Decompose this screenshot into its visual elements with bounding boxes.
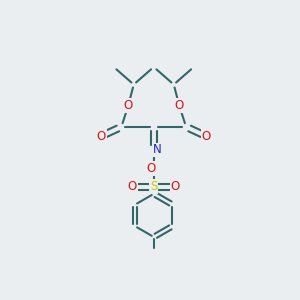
Text: O: O <box>171 180 180 194</box>
Text: S: S <box>150 180 158 194</box>
Text: O: O <box>202 130 211 142</box>
Text: O: O <box>175 99 184 112</box>
Text: O: O <box>124 99 133 112</box>
Text: O: O <box>146 162 155 175</box>
Text: O: O <box>97 130 106 142</box>
Text: O: O <box>128 180 137 194</box>
Text: N: N <box>152 143 161 157</box>
